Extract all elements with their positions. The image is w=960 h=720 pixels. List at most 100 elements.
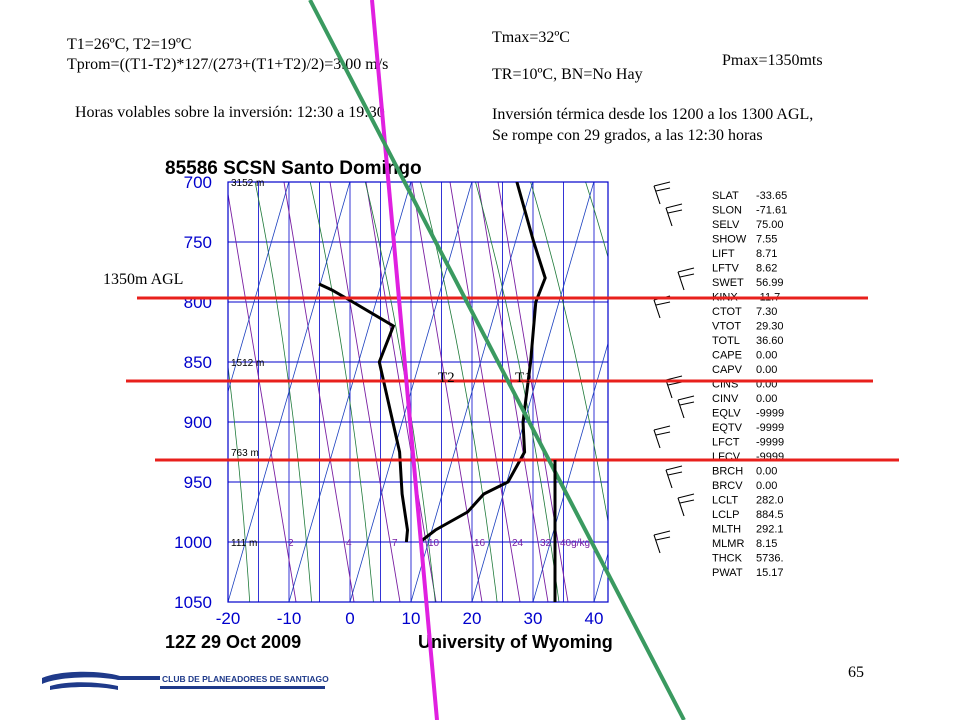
index-value: 0.00	[756, 350, 777, 362]
isotherms	[0, 182, 608, 602]
mixing-ratio-labels: 2 4 7 10 16 24 32 40g/kg	[288, 538, 590, 549]
index-key: MLMR	[712, 538, 744, 550]
isotherm-line	[0, 182, 106, 602]
wind-barb-staff	[653, 534, 661, 554]
wind-barb-flag	[667, 209, 683, 214]
pmax-annotation: Pmax=1350mts	[722, 52, 823, 69]
inversion-line-1: Inversión térmica desde los 1200 a los 1…	[492, 106, 814, 123]
dry-adiabats	[228, 182, 608, 602]
dry-adiabat-line	[309, 182, 374, 602]
inversion-annotation: Inversión térmica desde los 1200 a los 1…	[492, 104, 813, 146]
temperature-tick-label: 30	[524, 609, 543, 628]
index-value: 75.00	[756, 219, 784, 231]
index-value: 7.55	[756, 234, 777, 246]
isotherm-line	[228, 182, 290, 394]
isotherm-line	[471, 182, 595, 602]
wind-barb-flag	[665, 375, 683, 381]
chart-title: 85586 SCSN Santo Domingo	[165, 158, 422, 179]
isotherm-line	[0, 182, 45, 602]
wind-barb-flag	[665, 465, 683, 471]
index-key: TOTL	[712, 335, 740, 347]
index-key: SHOW	[712, 234, 747, 246]
wind-barb-flag	[677, 493, 695, 499]
height-label: 1512 m	[231, 358, 264, 369]
index-value: 8.15	[756, 538, 777, 550]
wind-barb-flag	[679, 273, 695, 278]
wind-barb-flag	[653, 425, 671, 431]
pressure-tick-label: 900	[184, 413, 212, 432]
dry-adiabat-line	[530, 182, 608, 525]
temperature-tick-label: -10	[277, 609, 302, 628]
index-value: -71.61	[756, 205, 787, 217]
index-key: CINV	[712, 393, 739, 405]
mixing-ratio-label: 24	[512, 538, 524, 549]
height-label: 763 m	[231, 448, 259, 459]
logo-text: CLUB DE PLANEADORES DE SANTIAGO	[162, 674, 329, 684]
mixing-ratio-line	[228, 191, 297, 602]
wind-barb-staff	[665, 379, 673, 399]
wind-barb-staff	[653, 185, 661, 205]
index-value: 15.17	[756, 567, 784, 579]
tprom-annotation: Tprom=((T1-T2)*127/(273+(T1+T2)/2)=3.00 …	[67, 56, 389, 73]
index-value: 292.1	[756, 524, 784, 536]
logo-rule	[160, 686, 325, 689]
pressure-tick-label: 700	[184, 173, 212, 192]
mixing-ratio-label: 7	[392, 538, 398, 549]
club-logo: CLUB DE PLANEADORES DE SANTIAGO	[40, 668, 330, 696]
temperature-tick-label: 0	[345, 609, 354, 628]
index-key: SLON	[712, 205, 742, 217]
index-key: EQTV	[712, 422, 743, 434]
index-key: BRCV	[712, 480, 743, 492]
mixing-ratio-line	[365, 182, 437, 602]
index-key: EQLV	[712, 408, 741, 420]
isotherm-line	[288, 182, 412, 602]
inversion-line-2: Se rompe con 29 grados, a las 12:30 hora…	[492, 127, 763, 144]
wind-barb-staff	[665, 207, 673, 227]
wind-barb-staff	[653, 429, 661, 449]
dry-adiabat-line	[585, 182, 608, 259]
annotation-overlay	[126, 0, 899, 720]
mixing-ratio-line	[283, 182, 355, 602]
index-key: LFCT	[712, 437, 740, 449]
height-label: 3152 m	[231, 178, 264, 189]
pressure-tick-label: 1000	[174, 533, 212, 552]
mixing-ratio-line	[329, 182, 401, 602]
index-key: BRCH	[712, 466, 743, 478]
dry-adiabat-line	[254, 182, 312, 602]
index-value: 56.99	[756, 277, 784, 289]
wind-barb-flag	[655, 536, 671, 541]
index-value: 884.5	[756, 509, 784, 521]
isotherm-line	[349, 182, 473, 602]
pressure-tick-label: 800	[184, 293, 212, 312]
wind-barb-staff	[653, 299, 661, 319]
index-key: SELV	[712, 219, 740, 231]
wind-barb-flag	[665, 203, 683, 209]
index-value: 0.00	[756, 393, 777, 405]
sounding-profiles	[318, 182, 547, 544]
isotherm-line	[45, 182, 167, 602]
wind-barb-staff	[665, 469, 673, 489]
index-value: 5736.	[756, 553, 784, 565]
magenta-isotherm-line	[370, 0, 439, 720]
pressure-axis: 700 750 800 850 900 950 1000 1050	[174, 173, 212, 612]
index-value: 0.00	[756, 364, 777, 376]
wind-barb-staff	[677, 497, 685, 517]
isotherm-line	[228, 182, 351, 602]
wind-barb-flag	[679, 401, 695, 406]
index-key: CTOT	[712, 306, 742, 318]
mixing-ratio-line	[411, 182, 483, 602]
plot-frame	[227, 181, 609, 603]
index-key: SWET	[712, 277, 744, 289]
glider-icon	[42, 671, 160, 684]
horas-annotation: Horas volables sobre la inversión: 12:30…	[75, 104, 385, 121]
index-value: 8.71	[756, 248, 777, 260]
sounding-indices: SLAT -33.65 SLON -71.61 SELV 75.00 SHOW 7.55 LIF…	[706, 186, 816, 598]
isotherm-line	[532, 341, 608, 602]
glider-wing-icon	[50, 682, 118, 690]
index-value: -33.65	[756, 190, 787, 202]
wind-barb-flag	[655, 187, 671, 192]
index-key: THCK	[712, 553, 743, 565]
indices-background	[706, 186, 816, 598]
wind-barb-flag	[653, 530, 671, 536]
